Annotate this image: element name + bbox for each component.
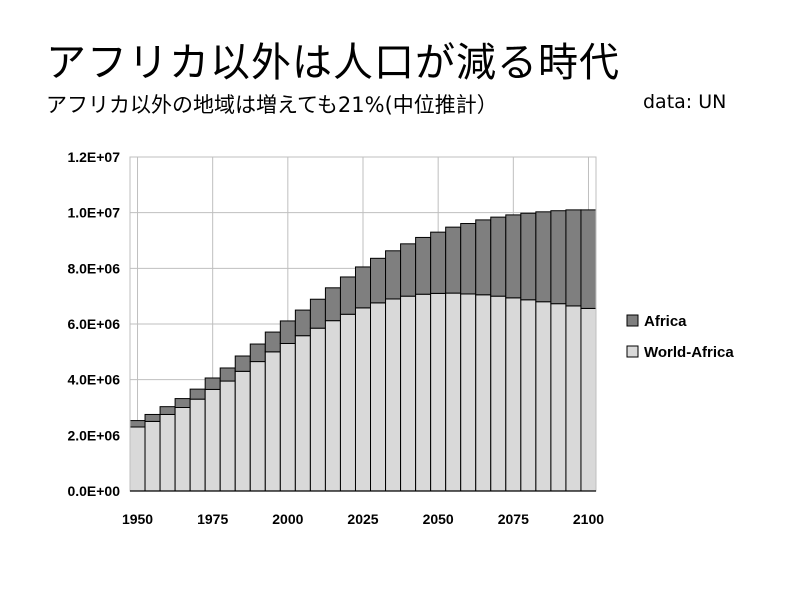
- bar-world-africa-2055: [445, 292, 462, 492]
- y-tick-label: 6.0E+06: [67, 316, 120, 332]
- x-tick-label: 2025: [347, 511, 378, 527]
- legend: Africa World-Africa: [626, 313, 734, 361]
- bar-africa-1960: [159, 406, 176, 415]
- axes: [129, 156, 597, 492]
- bar-world-africa-2060: [460, 293, 477, 492]
- x-tick-label: 2100: [573, 511, 604, 527]
- bar-world-africa-1995: [264, 351, 281, 492]
- x-tick-label: 2050: [423, 511, 454, 527]
- bar-world-africa-2010: [309, 327, 326, 492]
- bar-world-africa-1960: [159, 413, 176, 492]
- legend-label-africa: Africa: [644, 313, 687, 330]
- bar-world-africa-2045: [415, 293, 432, 492]
- bar-africa-2070: [490, 216, 507, 297]
- bar-africa-2055: [445, 226, 462, 294]
- bar-world-africa-2070: [490, 295, 507, 492]
- chart-subtitle: アフリカ以外の地域は増えても21%(中位推計）: [46, 93, 498, 117]
- bar-africa-2020: [339, 276, 356, 315]
- y-tick-label: 8.0E+06: [67, 260, 120, 276]
- bar-africa-2095: [565, 209, 582, 307]
- bar-africa-2035: [385, 250, 402, 300]
- bar-africa-2075: [505, 214, 522, 299]
- bar-africa-2000: [279, 320, 296, 344]
- x-tick-label: 1975: [197, 511, 228, 527]
- bar-africa-2025: [354, 266, 372, 309]
- bar-world-africa-2085: [535, 301, 552, 492]
- bar-world-africa-2090: [550, 303, 567, 492]
- bar-africa-2100: [580, 209, 597, 309]
- bar-world-africa-1980: [219, 380, 236, 492]
- bar-world-africa-2100: [580, 307, 597, 492]
- bar-africa-2040: [400, 243, 417, 297]
- bar-africa-1970: [189, 388, 206, 400]
- legend-swatch-world-africa: [626, 345, 639, 358]
- y-axis-tick-labels: 0.0E+00 2.0E+06 4.0E+06 6.0E+06 8.0E+06 1.0E+…: [67, 149, 120, 499]
- bar-africa-1980: [219, 367, 236, 382]
- bar-africa-1950: [129, 420, 146, 428]
- bar-world-africa-2020: [339, 313, 356, 492]
- bar-world-africa-2095: [565, 305, 582, 492]
- bar-africa-2010: [309, 298, 326, 329]
- bar-world-africa-2050: [430, 292, 447, 492]
- bar-world-africa-1985: [234, 370, 251, 492]
- bar-world-africa-2040: [400, 295, 417, 492]
- bar-world-africa-2035: [385, 298, 402, 492]
- bar-africa-2060: [460, 223, 477, 295]
- bar-africa-2005: [294, 309, 311, 337]
- bar-africa-2080: [520, 212, 537, 301]
- bar-world-africa-1990: [249, 361, 266, 492]
- bar-world-africa-1955: [144, 420, 161, 492]
- legend-label-world-africa: World-Africa: [644, 344, 734, 361]
- bar-africa-2030: [370, 257, 387, 304]
- bar-africa-2050: [430, 231, 447, 294]
- bar-world-africa-2025: [354, 307, 372, 492]
- bar-africa-1985: [234, 355, 251, 372]
- x-tick-label: 2075: [498, 511, 529, 527]
- bar-world-africa-2030: [370, 302, 387, 492]
- bar-africa-2045: [415, 236, 432, 295]
- bars: [129, 209, 597, 492]
- bar-world-africa-2000: [279, 342, 296, 492]
- y-tick-label: 1.2E+07: [67, 149, 120, 165]
- bar-africa-1995: [264, 331, 281, 353]
- bar-africa-2015: [324, 287, 341, 322]
- x-axis-tick-labels: 1950 1975 2000 2025 2050 2075 2100: [122, 511, 604, 527]
- y-tick-label: 4.0E+06: [67, 372, 120, 388]
- bar-africa-1965: [174, 398, 191, 408]
- bar-africa-1990: [249, 343, 266, 363]
- bar-world-africa-1965: [174, 407, 191, 492]
- bar-world-africa-1975: [204, 388, 221, 492]
- bar-africa-2085: [535, 211, 552, 303]
- bar-world-africa-1970: [189, 398, 206, 492]
- y-tick-label: 2.0E+06: [67, 427, 120, 443]
- x-tick-label: 2000: [272, 511, 303, 527]
- bar-world-africa-2080: [520, 299, 537, 492]
- bar-world-africa-1950: [129, 426, 146, 492]
- bar-africa-1955: [144, 413, 161, 422]
- chart-title: アフリカ以外は人口が減る時代: [46, 40, 620, 86]
- legend-swatch-africa: [626, 314, 639, 327]
- data-source: data: UN: [643, 91, 727, 113]
- bar-africa-1975: [204, 377, 221, 390]
- y-tick-label: 1.0E+07: [67, 205, 120, 221]
- bar-world-africa-2005: [294, 335, 311, 492]
- x-tick-label: 1950: [122, 511, 153, 527]
- bar-world-africa-2075: [505, 297, 522, 492]
- bar-world-africa-2015: [324, 320, 341, 492]
- bar-world-africa-2065: [475, 294, 492, 492]
- bar-africa-2065: [475, 219, 492, 296]
- bar-africa-2090: [550, 210, 567, 305]
- y-tick-label: 0.0E+00: [67, 483, 120, 499]
